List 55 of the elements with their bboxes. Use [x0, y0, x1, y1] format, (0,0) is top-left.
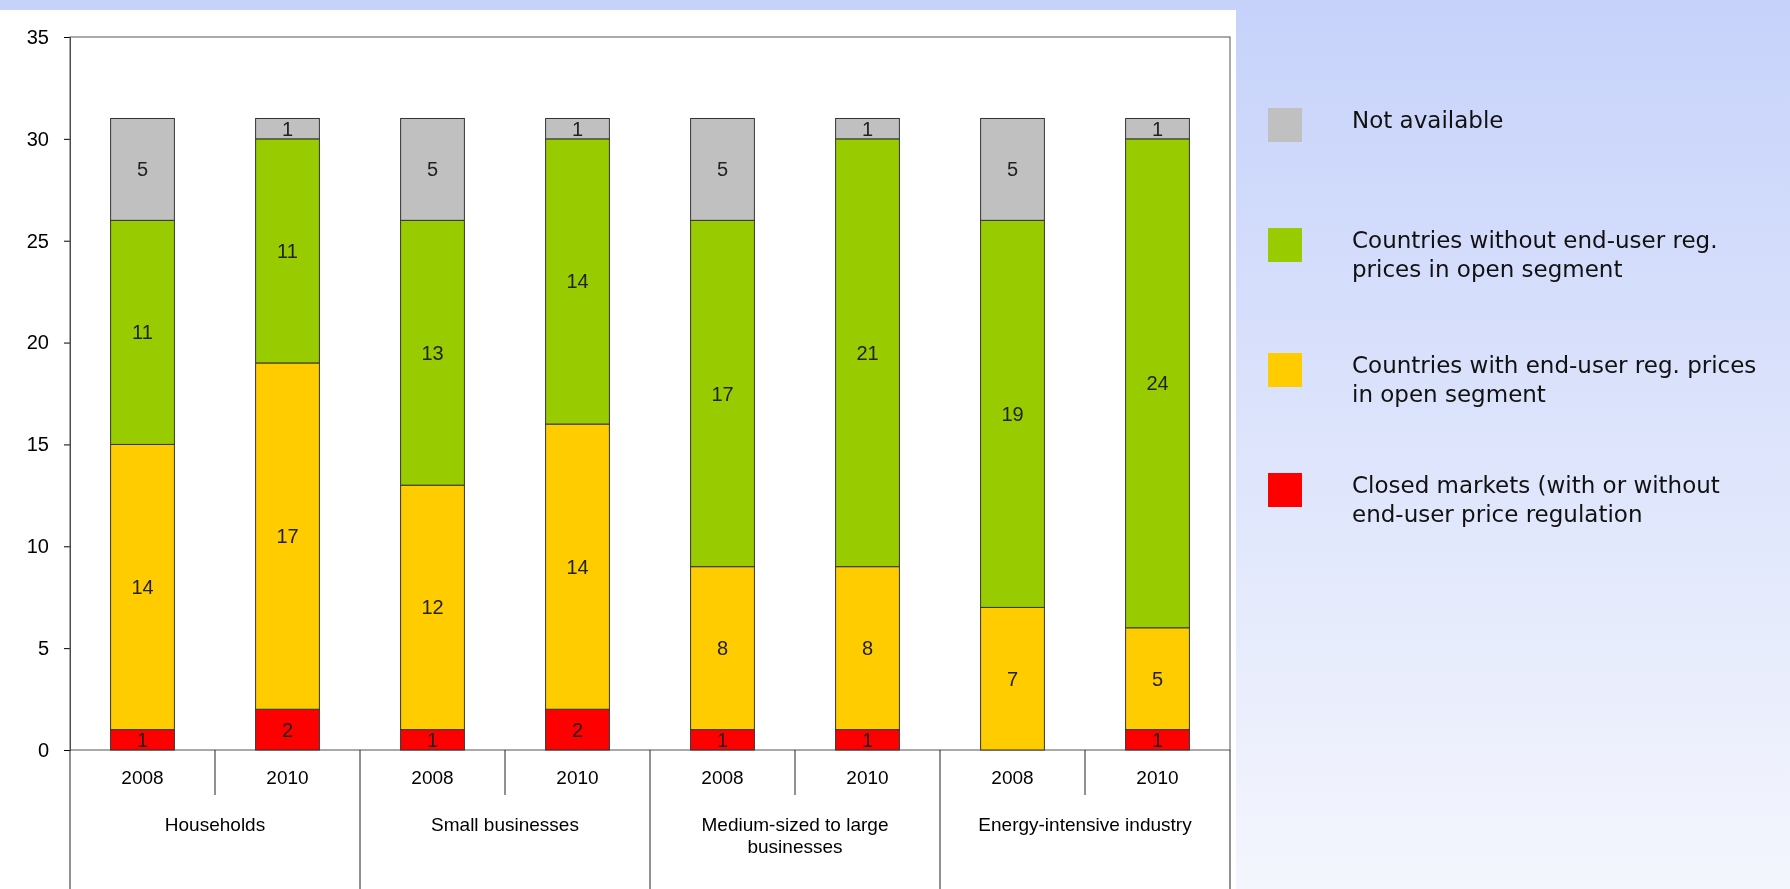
- data-label: 7: [1006, 667, 1019, 690]
- data-label: 5: [426, 158, 439, 181]
- data-label: 14: [566, 555, 589, 578]
- x-tick-label: 2010: [846, 767, 889, 789]
- data-label: 1: [1151, 117, 1164, 140]
- data-label: 12: [421, 596, 444, 619]
- y-tick-label: 30: [26, 127, 49, 150]
- data-label: 11: [277, 239, 298, 262]
- data-label: 1: [861, 117, 874, 140]
- text: Households: [164, 814, 266, 835]
- legend-label: Countries with end-user reg. prices in open segment: [1352, 352, 1757, 407]
- x-tick-label: 2008: [121, 767, 164, 789]
- data-label: 17: [276, 525, 299, 548]
- legend-label: Countries without end-user reg. prices in open segment: [1352, 227, 1718, 282]
- data-label: 19: [1001, 402, 1024, 425]
- data-label: 8: [716, 637, 729, 660]
- data-label: 1: [281, 117, 294, 140]
- data-label: 24: [1146, 372, 1169, 395]
- text: Small businesses: [431, 814, 579, 835]
- x-tick-label: 2010: [1136, 767, 1179, 789]
- data-label: 17: [711, 382, 734, 405]
- data-label: 1: [426, 728, 439, 751]
- data-label: 5: [136, 158, 149, 181]
- text: Medium-sized to large businesses: [701, 814, 889, 857]
- data-label: 1: [1151, 728, 1164, 751]
- data-label: 1: [716, 728, 729, 751]
- data-label: 5: [716, 158, 729, 181]
- data-label: 8: [861, 637, 874, 660]
- x-tick-label: 2008: [991, 767, 1034, 789]
- data-label: 14: [131, 576, 154, 599]
- data-label: 1: [136, 728, 149, 751]
- data-label: 1: [861, 728, 874, 751]
- data-label: 13: [421, 341, 444, 364]
- legend-label: Closed markets (with or without end-user price regulation: [1352, 472, 1720, 527]
- x-tick-label: 2010: [266, 767, 309, 789]
- y-tick-label: 20: [26, 331, 49, 354]
- data-label: 1: [571, 117, 584, 140]
- y-tick-label: 35: [26, 25, 49, 48]
- data-label: 5: [1151, 667, 1164, 690]
- data-label: 5: [1006, 158, 1019, 181]
- data-label: 21: [856, 341, 879, 364]
- data-label: 2: [281, 718, 294, 741]
- x-tick-label: 2008: [701, 767, 744, 789]
- y-tick-label: 15: [26, 433, 49, 456]
- y-tick-label: 0: [37, 738, 49, 761]
- y-tick-label: 25: [26, 229, 49, 252]
- data-label: 11: [132, 321, 153, 344]
- legend-label: Not available: [1352, 107, 1504, 134]
- x-tick-label: 2008: [411, 767, 454, 789]
- data-label: 14: [566, 270, 589, 293]
- x-tick-label: 2010: [556, 767, 599, 789]
- y-tick-label: 5: [37, 637, 49, 660]
- data-label: 2: [571, 718, 584, 741]
- text: Energy-intensive industry: [978, 814, 1193, 835]
- y-tick-label: 10: [26, 535, 49, 558]
